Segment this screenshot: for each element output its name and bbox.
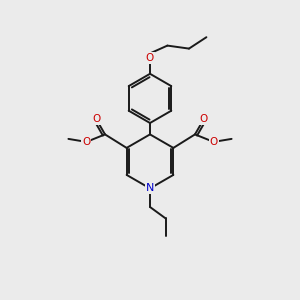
Text: O: O [82, 137, 91, 147]
Text: O: O [146, 53, 154, 63]
Text: O: O [209, 137, 218, 147]
Text: O: O [200, 114, 208, 124]
Text: N: N [146, 183, 154, 194]
Text: O: O [92, 114, 100, 124]
